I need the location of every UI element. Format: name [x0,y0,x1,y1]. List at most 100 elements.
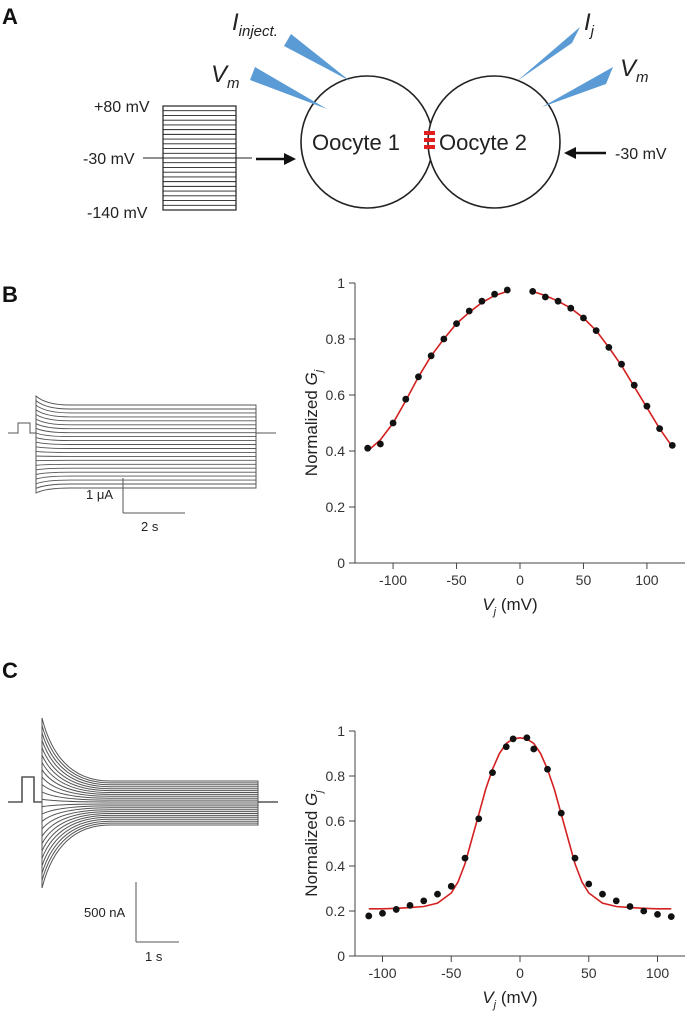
current-trace-b [35,427,257,434]
x-axis-title: Vj (mV) [482,988,537,1011]
data-point [509,735,517,743]
fit-curve [368,736,672,910]
current-trace-c [41,802,259,808]
data-point [529,288,537,295]
chart-c: 0 0.2 0.4 0.6 0.8 1 -100 -50 0 50 100 Vj (mV) Normal… [302,723,685,1011]
x-axis-unit: (mV) [496,595,538,614]
data-point [643,402,651,410]
data-point [427,352,435,360]
data-point [364,444,372,452]
data-point [626,903,634,910]
data-point [567,304,575,312]
y-axis-title: Normalized Gj [302,369,325,476]
x-tick-label: 0 [516,965,524,981]
data-point [530,745,538,753]
protocol-step-lines [163,105,236,211]
chart-b: 0 0.2 0.4 0.6 0.8 1 -100 -50 0 50 100 Vj (mV) Normal… [302,275,685,618]
data-point [612,897,620,905]
electrode-inject-icon [284,34,350,81]
x-tick-label: 50 [576,572,592,588]
y-tick-label: 0.4 [326,858,346,874]
data-point [415,373,422,381]
data-point [544,765,551,773]
y-tick-label: 0.4 [326,443,346,459]
current-trace-c [41,802,259,866]
panel-a-label: A [2,4,18,29]
current-trace-b [35,433,257,476]
data-point [379,909,386,917]
data-point [554,297,562,305]
scale-time-b: 2 s [141,519,159,534]
data-point [489,769,496,777]
current-trace-b [35,433,257,445]
y-axis-symbol: G [302,372,321,385]
y-axis-subscript: j [313,790,325,795]
data-point [585,880,593,888]
x-tick-label: -100 [379,572,407,588]
data-point [668,442,676,449]
y-tick-label: 0 [337,948,345,964]
current-trace-c [41,802,259,874]
y-axis-text: Normalized [302,806,321,897]
current-trace-b [35,433,257,490]
fit-curve [367,290,508,452]
current-trace-c [41,762,259,802]
y-tick-label: 0.2 [326,903,346,919]
current-trace-c [41,798,258,803]
y-tick-label: 0.6 [326,387,346,403]
data-point [654,910,661,918]
y-tick-label: 0.2 [326,499,346,515]
y-axis-title: Normalized Gj [302,790,325,897]
y-tick-label: 1 [337,723,345,739]
y-tick-label: 0.6 [326,813,346,829]
x-tick-label: -50 [441,965,461,981]
data-point [523,734,531,742]
oocyte-1-label: Oocyte 1 [312,130,400,155]
data-point [656,425,664,432]
panel-b-label: B [2,282,18,307]
electrode-inject-label: Iinject. [232,9,278,40]
fit-curve [532,290,673,448]
panel-c-label: C [2,658,18,683]
oocyte-2-label: Oocyte 2 [439,130,527,155]
electrode-ij-icon [517,27,580,81]
current-trace-c [41,783,259,802]
y-axis-symbol: G [302,793,321,806]
current-trace-c [41,802,259,859]
x-tick-label: -100 [368,965,396,981]
current-trace-b [35,433,257,453]
current-trace-b [35,433,257,462]
y-tick-label: 1 [337,275,345,291]
data-point [571,854,579,862]
current-trace-c [41,802,259,852]
protocol-bottom-voltage: -140 mV [87,205,148,222]
data-point [491,290,499,298]
current-trace-c [41,725,259,802]
x-tick-label: -50 [446,572,466,588]
current-traces-c [8,717,278,889]
x-axis-symbol: V [482,595,495,614]
current-trace-c [41,740,259,802]
current-trace-b [35,409,257,433]
current-trace-b [35,433,257,442]
data-point [503,286,511,294]
x-tick-label: 100 [646,965,670,981]
oocyte-2-holding-voltage: -30 mV [615,146,667,163]
x-axis-title: Vj (mV) [482,595,537,618]
current-trace-b [35,433,257,480]
current-trace-b [35,432,257,438]
current-trace-b [35,394,257,433]
data-point [599,890,606,898]
current-trace-c [41,802,259,831]
data-point [420,897,428,905]
scale-current-c: 500 nA [84,905,126,920]
y-tick-label: 0 [337,555,345,571]
data-point [640,907,648,915]
scale-current-b: 1 μA [86,487,113,502]
data-point [434,890,441,898]
electrode-vm-right-icon [542,67,613,107]
x-axis-symbol: V [482,988,495,1007]
scale-time-c: 1 s [145,949,163,964]
trace-family-c [41,717,259,889]
